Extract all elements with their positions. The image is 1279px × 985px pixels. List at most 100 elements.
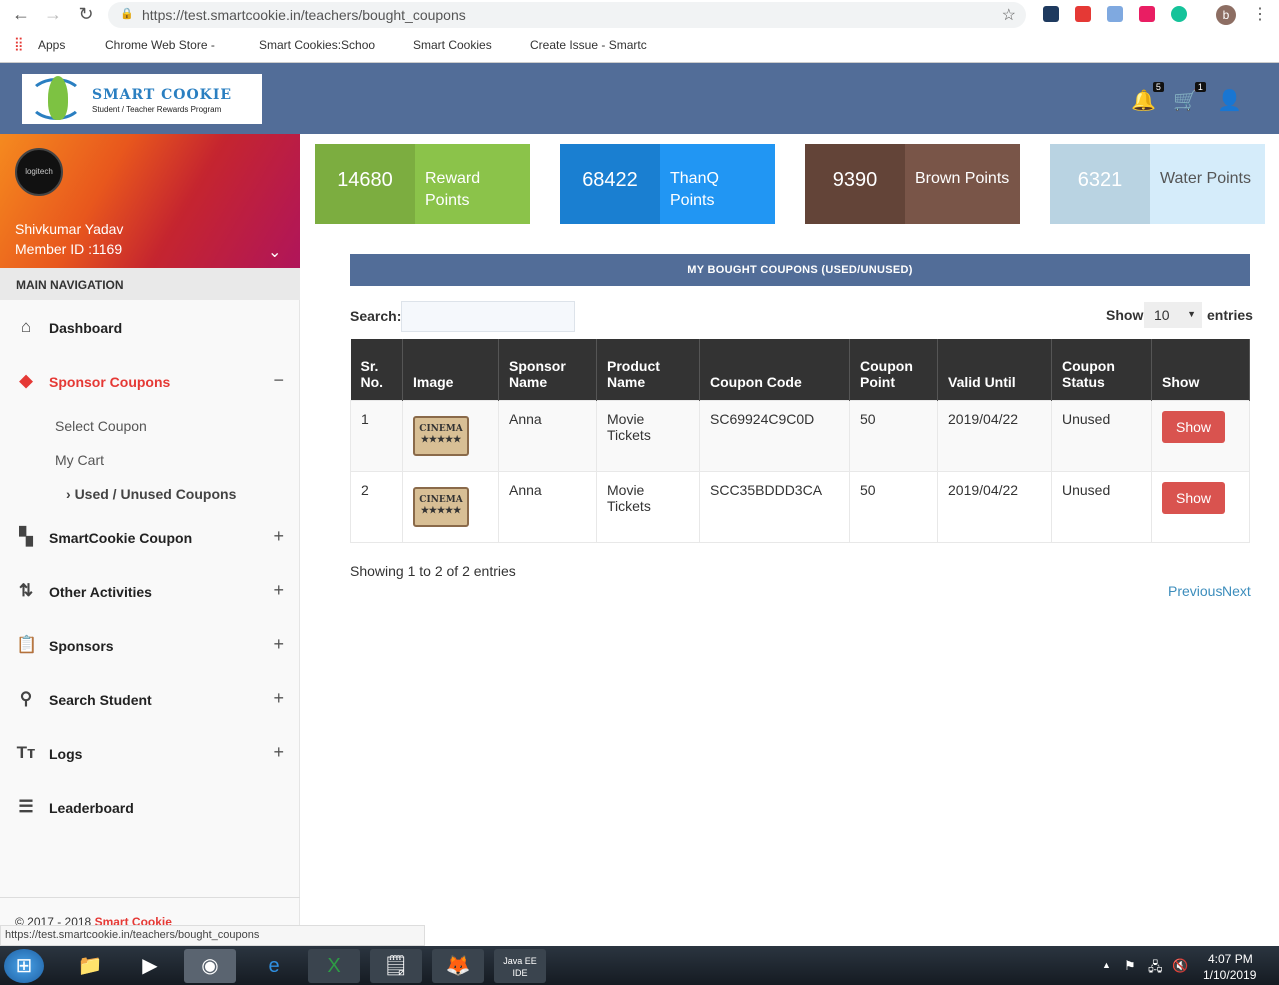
reload-icon[interactable]: ↻ <box>78 4 94 24</box>
sidebar-item-label: Other Activities <box>49 584 152 600</box>
volume-muted-icon[interactable]: 🔇 <box>1172 958 1189 973</box>
card-label: Reward Points <box>425 170 481 209</box>
expand-icon[interactable]: + <box>273 526 284 546</box>
collapse-icon[interactable]: − <box>273 370 284 390</box>
ticket-text: CINEMA <box>419 423 463 434</box>
extension-icon[interactable] <box>1107 6 1123 22</box>
search-icon: ⚲ <box>19 689 33 708</box>
sponsor-name: Anna <box>498 399 597 472</box>
coupon-status: Unused <box>1051 399 1152 472</box>
sidebar-item-search-student[interactable]: ⚲ Search Student + <box>0 673 300 727</box>
sr-no: 2 <box>350 470 403 543</box>
sidebar-item-other-activities[interactable]: ⇅ Other Activities + <box>0 565 300 619</box>
sidebar-item-dashboard[interactable]: ⌂ Dashboard <box>0 301 300 355</box>
subitem-used-unused-coupons[interactable]: › Used / Unused Coupons <box>66 486 236 502</box>
column-header[interactable]: Coupon Point <box>849 339 938 400</box>
network-icon[interactable]: 🖧 <box>1148 959 1163 974</box>
expand-icon[interactable]: + <box>273 634 284 654</box>
pdf-extension-icon[interactable] <box>1075 6 1091 22</box>
coupon-point: 50 <box>849 470 938 543</box>
start-button-icon[interactable]: ⊞ <box>4 949 44 983</box>
bookmark-apps[interactable]: Apps <box>38 38 66 52</box>
valid-until: 2019/04/22 <box>937 470 1052 543</box>
column-header[interactable]: Coupon Code <box>699 339 850 400</box>
sidebar-item-label: Dashboard <box>49 320 123 336</box>
expand-icon[interactable]: + <box>273 580 284 600</box>
grammarly-icon[interactable] <box>1171 6 1187 22</box>
show-button[interactable]: Show <box>1162 481 1226 514</box>
user-icon[interactable]: 👤 <box>1217 90 1242 112</box>
chevron-down-icon[interactable]: ⌄ <box>268 244 282 261</box>
column-header[interactable]: Valid Until <box>937 339 1052 400</box>
cart-count: 1 <box>1194 82 1206 92</box>
file-explorer-icon[interactable]: 📁 <box>77 955 103 977</box>
sticky-notes-icon[interactable]: 🗒 <box>370 949 422 983</box>
thanq-points-card: 68422 ThanQ Points <box>560 144 775 224</box>
bookmark-chrome-web-store[interactable]: Chrome Web Store - <box>105 38 215 52</box>
member-id: Member ID :1169 <box>15 241 123 257</box>
card-value: 6321 <box>1050 144 1150 224</box>
sidebar-item-logs[interactable]: Tт Logs + <box>0 727 300 781</box>
search-input[interactable] <box>401 301 575 332</box>
subitem-label: Used / Unused Coupons <box>74 486 237 502</box>
text-icon: Tт <box>16 743 36 762</box>
extension-icon[interactable] <box>1043 6 1059 22</box>
excel-icon[interactable]: X <box>308 949 360 983</box>
cart-icon[interactable]: 🛒 1 <box>1173 82 1206 113</box>
chrome-icon[interactable]: ◉ <box>184 949 236 983</box>
logo[interactable]: SMART COOKIE Student / Teacher Rewards P… <box>22 74 262 124</box>
clock-date[interactable]: 1/10/2019 <box>1203 968 1257 982</box>
card-label: Water Points <box>1160 170 1251 187</box>
column-header[interactable]: Product Name <box>596 339 700 400</box>
subitem-select-coupon[interactable]: Select Coupon <box>55 418 147 434</box>
internet-explorer-icon[interactable]: e <box>268 955 280 977</box>
media-player-icon[interactable]: ▶ <box>142 955 158 977</box>
subitem-my-cart[interactable]: My Cart <box>55 452 104 468</box>
column-header[interactable]: Sr. No. <box>350 339 403 400</box>
app-header: SMART COOKIE Student / Teacher Rewards P… <box>0 63 1279 134</box>
bookmark-smart-cookies[interactable]: Smart Cookies <box>413 38 492 52</box>
column-header[interactable]: Coupon Status <box>1051 339 1152 400</box>
sidebar-item-leaderboard[interactable]: ☰ Leaderboard <box>0 781 300 835</box>
entries-select[interactable]: 10 ▼ <box>1144 302 1202 328</box>
expand-icon[interactable]: + <box>273 742 284 762</box>
sidebar-item-label: Sponsors <box>49 638 114 654</box>
bookmark-create-issue[interactable]: Create Issue - Smartc <box>530 38 647 52</box>
show-cell: Show <box>1151 470 1250 543</box>
address-bar[interactable]: 🔒 https://test.smartcookie.in/teachers/bo… <box>108 2 1026 28</box>
bookmark-smart-cookies-school[interactable]: Smart Cookies:Schoo <box>259 38 376 52</box>
bookmark-star-icon[interactable]: ☆ <box>1001 7 1016 24</box>
expand-icon[interactable]: + <box>273 688 284 708</box>
show-hidden-icons[interactable]: ▲ <box>1102 960 1111 970</box>
show-button[interactable]: Show <box>1162 410 1226 443</box>
layers-icon: ◆ <box>19 371 33 390</box>
back-icon[interactable]: ← <box>12 4 30 24</box>
notifications-bell-icon[interactable]: 🔔 5 <box>1131 82 1164 113</box>
entries-label: entries <box>1207 307 1253 323</box>
forward-icon[interactable]: → <box>44 4 62 24</box>
product-name: Movie Tickets <box>596 399 700 472</box>
logo-figure-icon <box>48 76 68 120</box>
column-header[interactable]: Show <box>1151 339 1250 400</box>
menu-icon[interactable]: ⋮ <box>1252 6 1268 23</box>
sr-no: 1 <box>350 399 403 472</box>
previous-page-link[interactable]: Previous <box>1168 583 1223 599</box>
action-center-flag-icon[interactable]: ⚑ <box>1124 958 1136 973</box>
valid-until: 2019/04/22 <box>937 399 1052 472</box>
sidebar-item-sponsor-coupons[interactable]: ◆ Sponsor Coupons − <box>0 355 300 409</box>
column-header[interactable]: Image <box>402 339 499 400</box>
card-label: ThanQ Points <box>670 170 719 209</box>
clock-time[interactable]: 4:07 PM <box>1208 952 1253 966</box>
java-ee-ide-icon[interactable]: Java EE IDE <box>494 949 546 983</box>
column-header[interactable]: Sponsor Name <box>498 339 597 400</box>
sidebar-item-smartcookie-coupon[interactable]: ▚ SmartCookie Coupon + <box>0 511 300 565</box>
profile-avatar[interactable]: b <box>1216 5 1236 25</box>
sidebar-item-sponsors[interactable]: 📋 Sponsors + <box>0 619 300 673</box>
dropdown-arrow-icon: ▼ <box>1187 309 1196 319</box>
extension-icon[interactable] <box>1139 6 1155 22</box>
list-icon: ☰ <box>18 797 34 816</box>
notification-count: 5 <box>1152 82 1164 92</box>
browser-chrome: ← → ↻ 🔒 https://test.smartcookie.in/teach… <box>0 0 1279 63</box>
next-page-link[interactable]: Next <box>1222 583 1251 599</box>
firefox-icon[interactable]: 🦊 <box>432 949 484 983</box>
